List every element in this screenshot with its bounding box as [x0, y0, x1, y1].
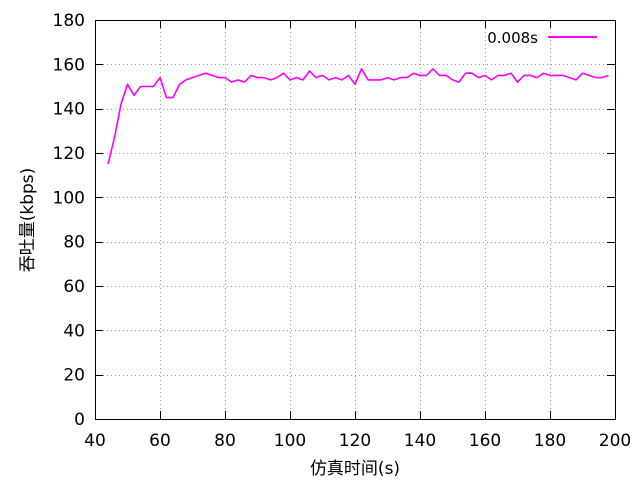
x-tick-label: 80 — [214, 431, 236, 451]
y-tick-label: 160 — [53, 55, 85, 75]
y-tick-label: 0 — [74, 410, 85, 430]
y-tick-label: 180 — [53, 11, 85, 31]
x-tick-label: 40 — [84, 431, 106, 451]
x-tick-label: 160 — [469, 431, 501, 451]
series-layer — [107, 68, 609, 165]
x-axis-label: 仿真时间(s) — [310, 459, 400, 479]
legend: 0.008s — [487, 29, 597, 47]
y-tick-label: 100 — [53, 188, 85, 208]
axis-ticks — [95, 20, 616, 420]
x-tick-label: 200 — [599, 431, 631, 451]
y-tick-label: 20 — [63, 366, 85, 386]
x-tick-label: 140 — [404, 431, 436, 451]
grid-lines — [95, 20, 615, 419]
y-tick-label: 140 — [53, 100, 85, 120]
y-tick-label: 60 — [63, 277, 85, 297]
x-tick-label: 60 — [149, 431, 171, 451]
x-tick-label: 100 — [274, 431, 306, 451]
y-tick-label: 40 — [63, 321, 85, 341]
y-axis-label: 吞吐量(kbps) — [18, 168, 38, 273]
legend-label: 0.008s — [487, 29, 538, 47]
x-tick-label: 180 — [534, 431, 566, 451]
y-tick-label: 80 — [63, 233, 85, 253]
series-line — [107, 68, 609, 165]
x-tick-labels: 40 60 80 100 120 140 160 180 200 — [84, 431, 631, 451]
x-tick-label: 120 — [339, 431, 371, 451]
y-tick-label: 120 — [53, 144, 85, 164]
y-tick-labels: 0 20 40 60 80 100 120 140 160 180 — [53, 11, 85, 430]
plot-frame — [95, 20, 616, 420]
